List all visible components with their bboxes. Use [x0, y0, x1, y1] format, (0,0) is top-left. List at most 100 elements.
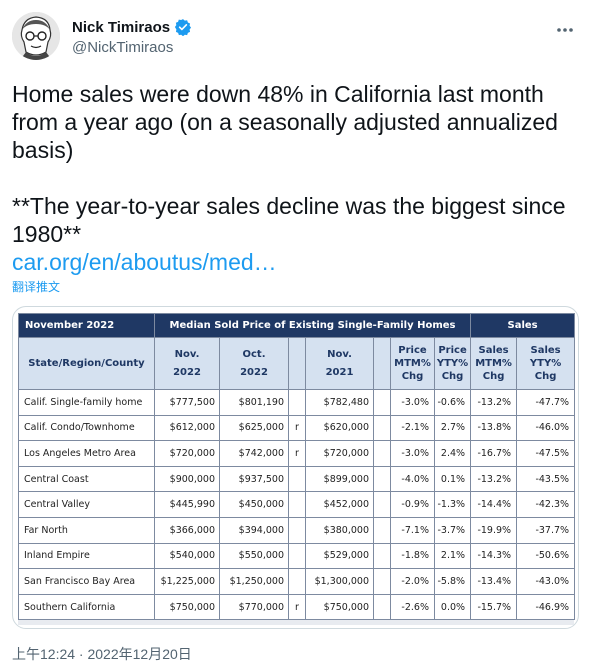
header-price-mtm: Price MTM% Chg [390, 337, 435, 390]
cell-sales-mtm: -14.4% [470, 491, 518, 518]
cell-nov2022: $720,000 [154, 440, 220, 467]
header-nov2021: Nov. 2021 [305, 337, 374, 390]
cell-spacer [373, 542, 391, 570]
cell-oct2022: $1,250,000 [219, 568, 289, 595]
sales-table: November 2022 Median Sold Price of Exist… [18, 313, 576, 625]
avatar[interactable] [12, 12, 60, 60]
cell-price-mtm: -1.8% [390, 542, 435, 570]
header-price-yty: Price YTY% Chg [433, 337, 472, 390]
media-image[interactable]: November 2022 Median Sold Price of Exist… [12, 306, 579, 629]
cell-price-yty: -0.6% [433, 389, 472, 416]
cell-oct2022: $801,190 [219, 389, 289, 416]
cell-oct2022: $625,000 [219, 414, 289, 442]
cell-nov2021: $620,000 [305, 414, 374, 442]
cell-sales-yty: -46.9% [516, 593, 576, 621]
cell-sales-mtm: -15.7% [470, 593, 518, 621]
cell-region: Los Angeles Metro Area [18, 440, 155, 467]
cell-price-mtm: -3.0% [390, 389, 435, 416]
header-sales-mtm: Sales MTM% Chg [470, 337, 518, 390]
header-flag [288, 337, 306, 390]
cell-price-yty: 0.1% [433, 465, 472, 493]
table-body: Calif. Single-family home $777,500 $801,19… [18, 389, 576, 621]
cell-sales-mtm: -19.9% [470, 516, 518, 544]
cell-price-yty: 2.7% [433, 414, 472, 442]
cell-price-yty: 2.1% [433, 542, 472, 570]
verified-badge-icon [175, 19, 192, 36]
cell-nov2021: $529,000 [305, 542, 374, 570]
table-row: Calif. Single-family home $777,500 $801,19… [18, 389, 576, 416]
cell-sales-yty: -42.3% [516, 491, 576, 518]
name-row: Nick Timiraos [72, 18, 192, 36]
handle[interactable]: @NickTimiraos [72, 39, 174, 56]
table-row: Inland Empire $540,000 $550,000 $529,000 -1.… [18, 542, 576, 570]
table-row: Central Valley $445,990 $450,000 $452,000 -0… [18, 491, 576, 518]
cell-sales-yty: -50.6% [516, 542, 576, 570]
cell-spacer [373, 414, 391, 442]
header-sales-yty: Sales YTY% Chg [516, 337, 576, 390]
cell-price-mtm: -4.0% [390, 465, 435, 493]
cell-region: Southern California [18, 593, 155, 621]
cell-flag [288, 491, 306, 518]
cell-sales-mtm: -13.2% [470, 465, 518, 493]
cell-nov2022: $540,000 [154, 542, 220, 570]
cell-sales-mtm: -13.8% [470, 414, 518, 442]
cell-sales-yty: -46.0% [516, 414, 576, 442]
cell-region: Central Coast [18, 465, 155, 493]
tweet-text: Home sales were down 48% in California l… [12, 81, 566, 247]
cell-nov2021: $720,000 [305, 440, 374, 467]
sales-table-grid: November 2022 Median Sold Price of Exist… [18, 313, 576, 621]
cell-oct2022: $394,000 [219, 516, 289, 544]
cell-price-yty: 2.4% [433, 440, 472, 467]
cell-sales-mtm: -13.2% [470, 389, 518, 416]
cell-spacer [373, 516, 391, 544]
cell-region: Inland Empire [18, 542, 155, 570]
table-row: Central Coast $900,000 $937,500 $899,000 -4.… [18, 465, 576, 493]
cell-price-mtm: -0.9% [390, 491, 435, 518]
table-row: Los Angeles Metro Area $720,000 $742,000 r $… [18, 440, 576, 467]
cell-region: Calif. Single-family home [18, 389, 155, 416]
cell-spacer [373, 389, 391, 416]
cell-flag [288, 542, 306, 570]
cell-oct2022: $450,000 [219, 491, 289, 518]
cell-flag [288, 568, 306, 595]
cell-price-yty: -3.7% [433, 516, 472, 544]
cell-region: Central Valley [18, 491, 155, 518]
cell-flag: r [288, 593, 306, 621]
portrait-sketch-icon [12, 12, 60, 60]
cell-region: Far North [18, 516, 155, 544]
cell-price-mtm: -2.1% [390, 414, 435, 442]
cell-sales-yty: -43.5% [516, 465, 576, 493]
cell-spacer [373, 491, 391, 518]
cell-sales-mtm: -16.7% [470, 440, 518, 467]
header-nov2022: Nov. 2022 [154, 337, 220, 390]
cell-flag [288, 516, 306, 544]
display-name[interactable]: Nick Timiraos [72, 18, 171, 36]
cell-nov2022: $1,225,000 [154, 568, 220, 595]
cell-oct2022: $770,000 [219, 593, 289, 621]
table-row: Far North $366,000 $394,000 $380,000 -7.1% -3… [18, 516, 576, 544]
cell-nov2021: $1,300,000 [305, 568, 374, 595]
cell-price-yty: -5.8% [433, 568, 472, 595]
cell-sales-yty: -37.7% [516, 516, 576, 544]
cell-nov2022: $366,000 [154, 516, 220, 544]
cell-price-yty: -1.3% [433, 491, 472, 518]
header-oct2022: Oct. 2022 [219, 337, 289, 390]
cell-price-yty: 0.0% [433, 593, 472, 621]
cell-spacer [373, 568, 391, 595]
cell-flag [288, 389, 306, 416]
cell-nov2022: $900,000 [154, 465, 220, 493]
cell-nov2022: $777,500 [154, 389, 220, 416]
table-row: Southern California $750,000 $770,000 r $750… [18, 593, 576, 621]
cell-nov2021: $452,000 [305, 491, 374, 518]
cell-region: San Francisco Bay Area [18, 568, 155, 595]
cell-sales-mtm: -14.3% [470, 542, 518, 570]
tweet-timestamp[interactable]: 上午12:24 · 2022年12月20日 [12, 646, 192, 662]
cell-flag: r [288, 414, 306, 442]
translate-tweet-link[interactable]: 翻译推文 [12, 280, 61, 294]
price-group-label: Median Sold Price of Existing Single-Fam… [153, 313, 472, 338]
cell-region: Calif. Condo/Townhome [18, 414, 155, 442]
tweet-link[interactable]: car.org/en/aboutus/med… [12, 249, 277, 275]
table-header-row: State/Region/County Nov. 2022 Oct. 2022 … [18, 337, 576, 390]
more-options-icon[interactable] [555, 20, 575, 40]
cell-sales-yty: -43.0% [516, 568, 576, 595]
